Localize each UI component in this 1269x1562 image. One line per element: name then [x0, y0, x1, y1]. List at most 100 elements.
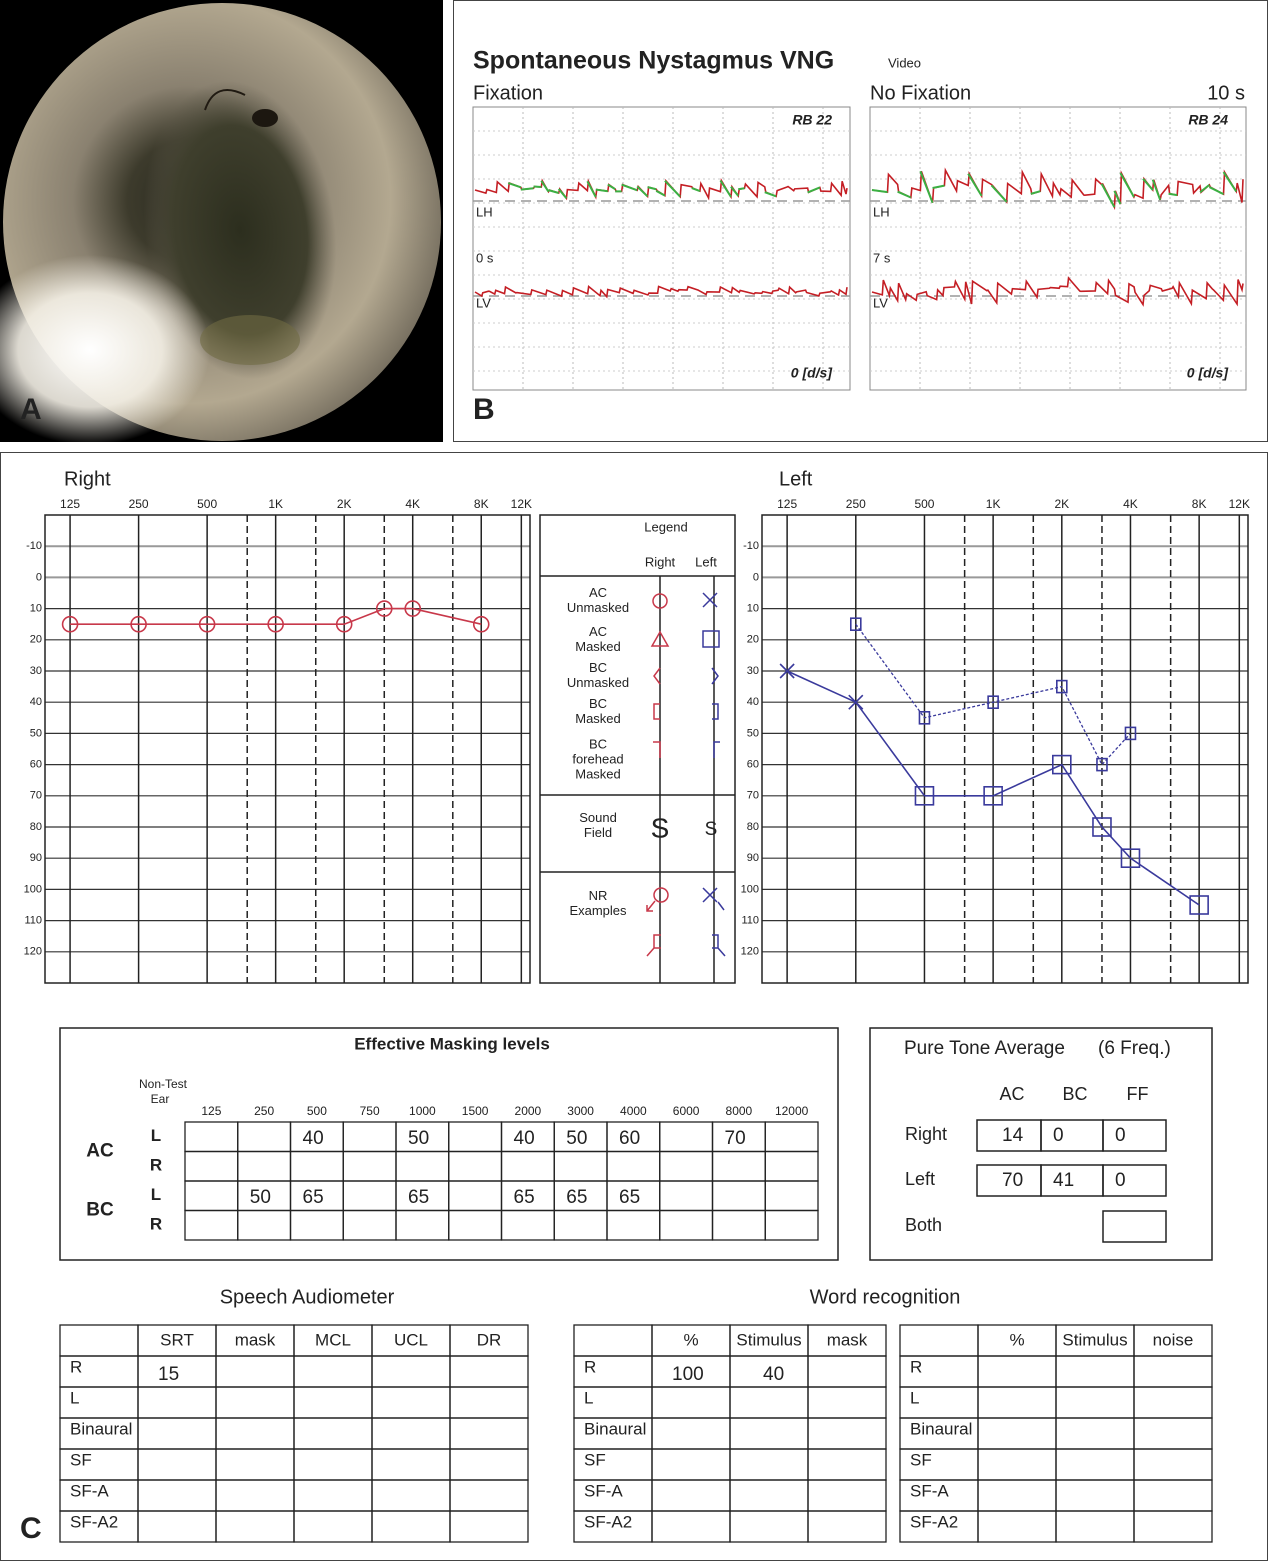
table-row-label: Binaural [70, 1419, 132, 1438]
masking-cell [500, 1209, 555, 1241]
masking-cell [448, 1121, 503, 1153]
x-tick-label: 12K [1229, 497, 1250, 511]
legend-label: BC [589, 736, 607, 751]
pta-value: 41 [1053, 1170, 1074, 1191]
table-header: % [683, 1330, 698, 1349]
table-cell [807, 1355, 887, 1388]
table-cell [449, 1386, 529, 1419]
marker [1189, 895, 1209, 915]
table-row-label: SF-A [584, 1481, 623, 1500]
table-cell [651, 1417, 731, 1450]
legend-column: Right [645, 554, 676, 569]
channel-label: LH [873, 204, 890, 219]
table-cell [899, 1324, 979, 1357]
vng-title: Spontaneous Nystagmus VNG [473, 47, 834, 75]
masking-cell [764, 1180, 819, 1212]
x-tick-label: 4K [1123, 497, 1138, 511]
table-row-label: SF [70, 1450, 92, 1469]
legend-label: BC [589, 696, 607, 711]
masking-cell [764, 1121, 819, 1153]
masking-value: 50 [250, 1187, 271, 1208]
legend-symbol: S [651, 812, 670, 843]
panel-label: B [473, 393, 495, 426]
table-row-label: SF [584, 1450, 606, 1469]
masking-ear: L [151, 1185, 161, 1204]
masking-frequency: 4000 [620, 1104, 647, 1118]
masking-cell [711, 1180, 766, 1212]
masking-cell [606, 1150, 661, 1182]
legend-symbol [702, 592, 718, 608]
legend-label: forehead [572, 751, 623, 766]
masking-cell [184, 1150, 239, 1182]
table-cell [1133, 1386, 1213, 1419]
y-tick-label: 30 [747, 665, 759, 677]
masking-value: 50 [408, 1128, 429, 1149]
table-row-label: Binaural [910, 1419, 972, 1438]
table-row-label: L [910, 1388, 919, 1407]
masking-frequency: 125 [201, 1104, 221, 1118]
masking-cell [659, 1150, 714, 1182]
trace-slow-phase [871, 170, 1238, 208]
trace [474, 284, 848, 299]
masking-group: BC [86, 1200, 114, 1221]
x-tick-label: 2K [1054, 497, 1069, 511]
marker [404, 600, 422, 617]
table-row-label: R [910, 1357, 922, 1376]
legend-label: Unmasked [567, 675, 629, 690]
legend-title: Legend [644, 519, 687, 534]
legend-symbol [711, 667, 719, 685]
table-cell [977, 1355, 1057, 1388]
marker [267, 615, 284, 633]
table-value: 40 [763, 1364, 784, 1385]
masking-value: 40 [514, 1128, 535, 1149]
marker [335, 615, 353, 633]
table-cell [215, 1417, 295, 1450]
table-cell [137, 1510, 217, 1543]
pta-row-label: Right [905, 1124, 947, 1144]
legend-symbol: S [705, 819, 718, 840]
table-cell [1133, 1510, 1213, 1543]
x-tick-label: 8K [1192, 497, 1207, 511]
legend-symbol [653, 887, 669, 903]
legend-symbol [713, 741, 720, 758]
table-cell [651, 1479, 731, 1512]
table-cell [371, 1386, 451, 1419]
table-header: % [1009, 1330, 1024, 1349]
table-cell [1055, 1355, 1135, 1388]
table-cell [651, 1510, 731, 1543]
masking-ear: R [150, 1215, 162, 1234]
table-cell [449, 1510, 529, 1543]
legend-symbol [702, 887, 725, 911]
y-tick-label: 50 [747, 727, 759, 739]
pta-value: 0 [1115, 1170, 1126, 1191]
x-tick-label: 250 [129, 497, 149, 511]
masking-cell [289, 1209, 344, 1241]
pta-row-label: Both [905, 1215, 942, 1235]
table-header: Stimulus [1062, 1330, 1127, 1349]
pta-row-label: Left [905, 1169, 935, 1189]
x-tick-label: 1K [986, 497, 1001, 511]
table-cell [1133, 1479, 1213, 1512]
marker [1120, 848, 1141, 869]
table-cell [449, 1479, 529, 1512]
table-cell [977, 1448, 1057, 1481]
masking-frequency: 1000 [409, 1104, 436, 1118]
otoscopy-photo [0, 0, 443, 445]
masking-cell [659, 1121, 714, 1153]
legend-label: Field [584, 825, 612, 840]
y-tick-label: 30 [30, 665, 42, 677]
rb-label: RB 22 [792, 112, 832, 128]
pta-cell [1102, 1119, 1167, 1152]
table-row-label: L [70, 1388, 79, 1407]
table-cell [449, 1355, 529, 1388]
masking-frequency: 1500 [462, 1104, 489, 1118]
masking-frequency: 12000 [775, 1104, 809, 1118]
masking-value: 60 [619, 1128, 640, 1149]
table-header: mask [827, 1330, 868, 1349]
y-tick-label: 110 [24, 915, 42, 927]
table-cell [137, 1479, 217, 1512]
time-label: 7 s [873, 250, 891, 265]
x-tick-label: 125 [60, 497, 80, 511]
legend-label: Masked [575, 639, 621, 654]
y-tick-label: 40 [30, 696, 42, 708]
